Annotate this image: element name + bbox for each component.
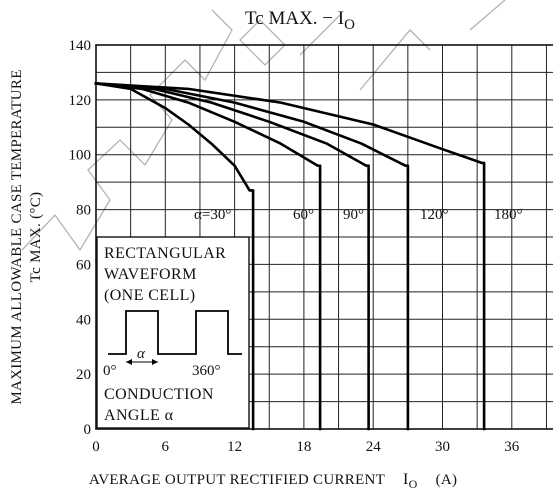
curves [94,81,486,431]
curve-label-180: 180° [494,207,523,223]
inset-line5: ANGLE α [104,407,174,424]
y-tick-label: 140 [69,38,92,54]
y-tick-label: 0 [84,422,92,438]
x-tick-label: 0 [92,439,100,455]
inset-line4: CONDUCTION [104,386,214,403]
y-tick-label: 80 [76,203,91,219]
x-axis-label: AVERAGE OUTPUT RECTIFIED CURRENT IO (A) [89,471,457,492]
y-tick-label: 40 [76,312,91,328]
plot-frame [95,44,553,430]
alpha-arrow-right-icon [152,359,158,365]
inset-content: RECTANGULAR WAVEFORM (ONE CELL) α 0° 360… [103,245,242,424]
y-axis-label-line2: Tc MAX. (°C) [28,192,44,283]
inset-deg0: 0° [103,363,117,379]
inset-line1: RECTANGULAR [104,245,226,262]
alpha-arrow-left-icon [126,359,132,365]
y-tick-label: 120 [69,93,92,109]
y-axis-ticks: 0 20 40 60 80 100 120 140 [69,38,92,438]
y-tick-label: 60 [76,257,91,273]
waveform [108,310,242,355]
x-tick-label: 24 [366,439,382,455]
inset-alpha: α [137,346,146,362]
inset-deg360: 360° [192,363,221,379]
x-tick-label: 6 [162,439,170,455]
curve-series-4 [94,82,486,431]
y-tick-label: 100 [69,148,92,164]
x-tick-label: 30 [435,439,450,455]
chart-title: Tc MAX. − IO [245,8,355,33]
curve-label-90: 90° [343,207,364,223]
x-tick-label: 36 [504,439,520,455]
curve-series-0 [94,81,255,431]
x-axis-ticks: 0 6 12 18 24 30 36 [92,439,520,455]
curve-series-2 [94,81,370,431]
curve-label-120: 120° [420,207,449,223]
inset-line2: WAVEFORM [104,266,197,283]
x-tick-label: 12 [227,439,242,455]
x-tick-label: 18 [296,439,311,455]
curve-label-30: α=30° [194,207,231,223]
y-axis-label-line1: MAXIMUM ALLOWABLE CASE TEMPERATURE [9,69,25,404]
y-tick-label: 20 [76,367,91,383]
curve-series-3 [94,82,410,431]
curve-label-60: 60° [293,207,314,223]
inset-line3: (ONE CELL) [104,287,196,304]
inset-box [96,236,250,429]
curve-series-1 [94,81,322,431]
y-axis-label: MAXIMUM ALLOWABLE CASE TEMPERATURE Tc MA… [9,69,44,404]
